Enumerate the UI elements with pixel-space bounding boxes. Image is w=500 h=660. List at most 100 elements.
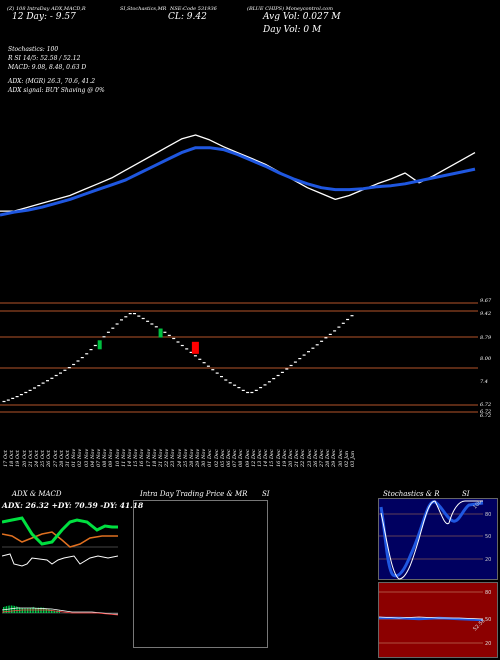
price-bar: [137, 315, 141, 317]
stoch-d-line: [379, 500, 484, 578]
price-bar: [276, 374, 280, 377]
macd-line: [2, 607, 118, 615]
header-avg-vol: Avg Vol: 0.027 M: [263, 12, 341, 22]
price-axis-label: 9.67: [480, 298, 492, 304]
price-bar: [80, 357, 84, 359]
date-axis: 17 Oct 18 Oct 19 Oct 20 Oct 21 Oct 24 Oct 25 O…: [0, 445, 500, 495]
macd-histogram-bar: [25, 608, 27, 613]
macd-histogram-bar: [22, 608, 23, 613]
price-bar: [315, 344, 319, 346]
price-bar: [250, 391, 254, 394]
macd-histogram-bar: [17, 606, 19, 613]
macd-signal-line: [2, 609, 118, 616]
macd-histogram-bar: [30, 607, 31, 613]
price-bar: [128, 313, 132, 315]
macd-histogram-bar: [57, 610, 59, 613]
date-label: 21 Nov: [157, 448, 164, 467]
price-bar: [89, 349, 93, 351]
price-bar: [254, 389, 258, 391]
stoch-level-label: 20: [485, 557, 491, 563]
price-bar: [172, 337, 176, 340]
moving-average-chart: [0, 134, 476, 217]
date-label: 26 Dec: [312, 449, 319, 467]
date-label: 03 Jan: [350, 450, 356, 467]
intraday-panel-title: Intra Day Trading Price & MR: [140, 490, 248, 498]
price-bar: [215, 372, 219, 374]
macd-histogram-bar: [15, 606, 17, 613]
price-bar: [176, 341, 180, 343]
date-label: 24 Nov: [176, 448, 183, 467]
macd-histogram-bar: [52, 610, 54, 613]
price-bar: [54, 374, 58, 377]
stochastics-readout: Stochastics: 100: [8, 46, 59, 53]
header-line1-mid: SI,Stochastics,MR: [120, 6, 167, 12]
price-bar: [11, 397, 15, 399]
price-bar: [102, 336, 106, 338]
stoch-k-line: [380, 500, 483, 580]
price-bar: [289, 364, 293, 367]
candle-down: [191, 341, 199, 354]
price-bar: [72, 363, 76, 366]
macd-readout: MACD: 9.08, 8.48, 0.63 D: [8, 64, 87, 71]
adx-readout: ADX: (MGR) 26.3, 70.6, 41.2: [8, 78, 96, 85]
price-bar: [293, 361, 297, 363]
macd-histogram-bar: [55, 610, 57, 613]
price-bar: [206, 365, 210, 367]
date-label: 02 Dec: [213, 449, 220, 467]
candle-up: [158, 328, 163, 338]
price-bar: [246, 391, 250, 394]
date-label: 28 Nov: [188, 448, 195, 467]
macd-histogram-bar: [49, 609, 51, 613]
macd-histogram-bar: [23, 608, 25, 613]
macd-histogram-bar: [47, 608, 49, 613]
date-label: 19 Oct: [15, 450, 22, 467]
date-label: 15 Dec: [269, 449, 276, 467]
price-bar: [346, 318, 350, 321]
price-bar: [163, 331, 167, 333]
price-bar: [267, 381, 271, 383]
price-bar: [333, 330, 337, 332]
price-bar: [324, 337, 328, 339]
price-bar: [211, 369, 215, 371]
price-bar: [146, 320, 150, 322]
price-bar: [328, 333, 332, 335]
header-line1-right: (BLUE CHIPS) Moneycontrol.com: [247, 6, 333, 12]
price-bar: [280, 371, 284, 373]
price-bar: [63, 369, 67, 371]
rsi-level-label: 20: [485, 641, 491, 647]
price-bar: [224, 379, 228, 381]
date-label: 11 Nov: [120, 448, 127, 467]
price-bar: [41, 382, 45, 384]
date-label: 04 Nov: [89, 448, 96, 467]
price-bar: [311, 347, 315, 349]
header-day-vol: Day Vol: 0 M: [263, 25, 322, 35]
price-bar: [320, 340, 324, 342]
adx-di-plus-line: [2, 516, 118, 546]
date-label: 17 Nov: [145, 448, 152, 467]
price-bar: [298, 358, 302, 360]
price-axis-label: 8.00: [480, 356, 492, 362]
price-bar: [198, 358, 202, 360]
date-label: 09 Dec: [244, 449, 251, 467]
macd-histogram-bar: [12, 605, 14, 613]
price-bar: [141, 317, 145, 320]
price-bar: [337, 326, 341, 328]
price-axis-label: 8.79: [480, 335, 492, 341]
stoch-level-label: 80: [485, 512, 491, 518]
date-label: 01 Dec: [207, 449, 214, 467]
header-line1-left: (Z) 108 IntraDay ADX,MACD,R: [7, 6, 86, 12]
price-bar: [115, 323, 119, 325]
stoch-panel-title: Stochastics & R: [383, 490, 440, 498]
price-bar: [85, 353, 89, 355]
date-label: 18 Nov: [151, 448, 158, 467]
date-label: 12 Dec: [250, 449, 257, 467]
price-bar: [24, 391, 28, 394]
date-label: 21 Oct: [27, 450, 34, 467]
stoch-panel: 80 50 20 100: [378, 498, 498, 580]
price-bar: [67, 367, 71, 369]
price-axis-label: 7.4: [480, 379, 488, 385]
macd-histogram-bar: [27, 608, 28, 613]
price-bar: [272, 378, 276, 380]
rsi-readout: R SI 14/5: 52.58 / 52.12: [8, 55, 81, 62]
